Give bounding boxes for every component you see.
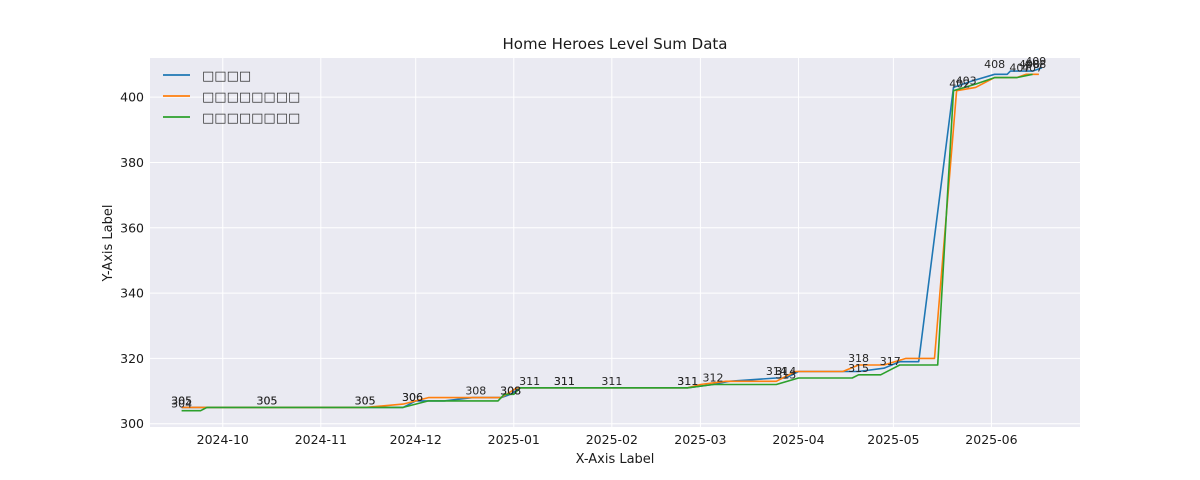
x-tick-label: 2025-03 bbox=[674, 432, 726, 447]
y-tick-label: 380 bbox=[120, 155, 144, 170]
y-axis-label: Y-Axis Label bbox=[101, 205, 116, 283]
x-tick-label: 2025-01 bbox=[488, 432, 540, 447]
y-tick-label: 340 bbox=[120, 286, 144, 301]
y-tick-label: 400 bbox=[120, 90, 144, 105]
data-label: 306 bbox=[402, 391, 423, 404]
data-label: 311 bbox=[677, 375, 698, 388]
data-label: 311 bbox=[601, 375, 622, 388]
legend-label-series-3: □□□□□□□□ bbox=[202, 111, 300, 126]
y-tick-label: 300 bbox=[120, 416, 144, 431]
data-label: 408 bbox=[984, 58, 1005, 71]
chart-title: Home Heroes Level Sum Data bbox=[503, 35, 728, 53]
y-tick-label: 320 bbox=[120, 351, 144, 366]
data-label: 409 bbox=[1025, 55, 1046, 68]
data-label: 314 bbox=[766, 365, 787, 378]
y-axis-ticks: 300 320 340 360 380 400 bbox=[120, 90, 144, 432]
data-label: 318 bbox=[848, 352, 869, 365]
data-label: 313 bbox=[775, 368, 796, 381]
data-label: 407 bbox=[1009, 61, 1030, 74]
x-tick-label: 2025-04 bbox=[772, 432, 824, 447]
data-label: 311 bbox=[519, 375, 540, 388]
data-label: 408 bbox=[1019, 58, 1040, 71]
series-lines bbox=[181, 67, 1043, 412]
x-tick-label: 2025-05 bbox=[867, 432, 919, 447]
legend: □□□□ □□□□□□□□ □□□□□□□□ bbox=[163, 69, 300, 126]
x-tick-label: 2025-02 bbox=[586, 432, 638, 447]
data-label: 305 bbox=[355, 394, 376, 407]
series-line-2 bbox=[181, 73, 1039, 409]
data-label: 312 bbox=[703, 372, 724, 385]
x-tick-label: 2024-10 bbox=[197, 432, 249, 447]
grid-lines bbox=[150, 58, 1080, 427]
x-axis-label: X-Axis Label bbox=[576, 452, 655, 467]
x-tick-label: 2024-12 bbox=[390, 432, 442, 447]
data-label: 305 bbox=[355, 394, 376, 407]
data-label: 304 bbox=[171, 398, 192, 411]
data-label: 305 bbox=[171, 394, 192, 407]
data-label: 306 bbox=[402, 391, 423, 404]
data-label: 314 bbox=[775, 365, 796, 378]
legend-label-series-1: □□□□ bbox=[202, 69, 251, 84]
legend-label-series-2: □□□□□□□□ bbox=[202, 90, 300, 105]
data-label: 311 bbox=[677, 375, 698, 388]
data-label: 315 bbox=[848, 362, 869, 375]
x-tick-label: 2024-11 bbox=[295, 432, 347, 447]
x-tick-label: 2025-06 bbox=[965, 432, 1017, 447]
data-label: 403 bbox=[956, 74, 977, 87]
y-tick-label: 360 bbox=[120, 220, 144, 235]
data-label: 305 bbox=[257, 394, 278, 407]
x-axis-ticks: 2024-10 2024-11 2024-12 2025-01 2025-02 2025-… bbox=[197, 432, 1018, 447]
data-label: 408 bbox=[1025, 58, 1046, 71]
data-label: 402 bbox=[949, 78, 970, 91]
data-label: 311 bbox=[554, 375, 575, 388]
data-label: 308 bbox=[465, 385, 486, 398]
data-label: 407 bbox=[1022, 61, 1043, 74]
data-label: 308 bbox=[500, 385, 521, 398]
series-line-3 bbox=[181, 73, 1033, 412]
data-label: 317 bbox=[880, 355, 901, 368]
data-label: 308 bbox=[500, 385, 521, 398]
data-label: 311 bbox=[554, 375, 575, 388]
data-label: 305 bbox=[171, 394, 192, 407]
data-label: 305 bbox=[257, 394, 278, 407]
